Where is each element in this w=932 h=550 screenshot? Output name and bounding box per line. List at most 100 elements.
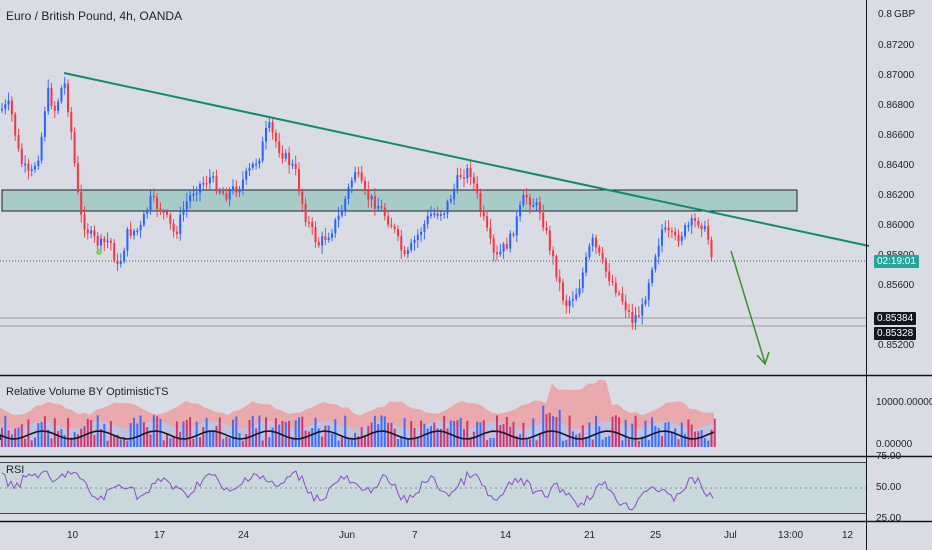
volume-bar: [585, 438, 588, 447]
volume-bar: [129, 422, 132, 447]
volume-bar: [212, 430, 215, 447]
volume-bar: [53, 418, 56, 447]
volume-bar: [538, 432, 541, 447]
candle-body: [218, 191, 221, 193]
volume-bar: [301, 416, 304, 447]
candle-body: [232, 186, 234, 191]
volume-bar: [522, 422, 525, 447]
candle-body: [169, 214, 172, 224]
candle-body: [96, 235, 99, 246]
candle-body: [265, 128, 267, 142]
candle-body: [492, 238, 495, 253]
resistance-zone[interactable]: [1, 189, 798, 212]
candle-body: [113, 243, 116, 261]
volume-bar: [370, 422, 373, 447]
candle-body: [486, 216, 489, 228]
candle-body: [420, 231, 423, 235]
volume-bar: [67, 418, 69, 447]
candle-body: [123, 250, 126, 262]
volume-bar: [674, 428, 677, 447]
candle-body: [37, 160, 40, 167]
volume-bar: [581, 425, 584, 447]
volume-bar: [459, 417, 462, 447]
candle-body: [350, 180, 353, 188]
candle-body: [618, 292, 621, 295]
candle-body: [235, 186, 238, 193]
candle-body: [670, 230, 673, 233]
candle-body: [512, 233, 515, 236]
volume-bar: [618, 417, 621, 447]
volume-bar: [238, 433, 241, 447]
candle-body: [360, 172, 363, 181]
candle-body: [469, 168, 472, 178]
candle-body: [555, 256, 558, 278]
candle-body: [509, 233, 512, 249]
candle-body: [370, 196, 373, 200]
candle-body: [667, 227, 670, 231]
volume-bar: [670, 432, 673, 447]
candle-body: [459, 175, 462, 178]
volume-bar: [406, 438, 409, 447]
volume-bar: [116, 434, 119, 447]
price-tick: 0.86800: [878, 100, 915, 111]
volume-bar: [63, 435, 66, 447]
volume-bar: [278, 424, 281, 447]
trendline[interactable]: [63, 72, 870, 247]
candle-body: [189, 195, 192, 202]
rsi-tick-75: 75.00: [876, 451, 902, 462]
volume-bar: [703, 438, 706, 447]
volume-bar: [509, 426, 512, 447]
candle-body: [185, 201, 188, 210]
volume-bar: [208, 431, 211, 447]
candle-body: [182, 209, 185, 215]
candle-body: [562, 282, 564, 301]
candle-body: [76, 163, 79, 192]
volume-bar: [119, 439, 122, 447]
time-tick: 7: [412, 530, 418, 541]
candle-body: [443, 213, 446, 215]
candle-body: [245, 170, 248, 180]
candle-body: [532, 205, 535, 207]
volume-bar: [364, 435, 366, 447]
volume-bar: [17, 427, 20, 447]
candle-body: [129, 229, 132, 236]
volume-bar: [654, 425, 657, 447]
candle-body: [522, 194, 525, 206]
volume-bar: [631, 423, 634, 447]
candle-body: [674, 231, 677, 236]
candle-body: [199, 183, 201, 193]
volume-bar: [93, 434, 96, 447]
volume-bar: [565, 440, 568, 447]
candle-body: [364, 180, 366, 191]
candle-body: [334, 219, 337, 234]
volume-bar: [621, 440, 624, 447]
volume-bar: [535, 440, 538, 447]
candle-body: [591, 237, 594, 247]
candle-body: [482, 210, 485, 217]
candle-body: [179, 214, 182, 235]
volume-bar: [76, 434, 79, 447]
volume-bar: [608, 436, 611, 447]
time-tick: 12: [842, 530, 854, 541]
candle-body: [647, 282, 650, 301]
candle-body: [321, 236, 324, 246]
volume-bar: [710, 429, 713, 447]
volume-bar: [571, 431, 574, 447]
volume-bar: [512, 421, 515, 447]
time-tick: 24: [238, 530, 250, 541]
volume-bar: [159, 418, 162, 447]
candle-body: [238, 189, 241, 193]
candle-body: [142, 213, 145, 225]
volume-bar: [519, 434, 522, 447]
candle-body: [694, 218, 696, 221]
volume-bar: [222, 439, 225, 447]
candle-body: [146, 209, 149, 214]
volume-bar: [634, 415, 637, 447]
volume-bar: [664, 422, 667, 447]
volume-bar: [241, 440, 244, 447]
volume-bar: [347, 438, 350, 447]
candle-body: [67, 83, 69, 113]
candle-body: [162, 211, 165, 213]
